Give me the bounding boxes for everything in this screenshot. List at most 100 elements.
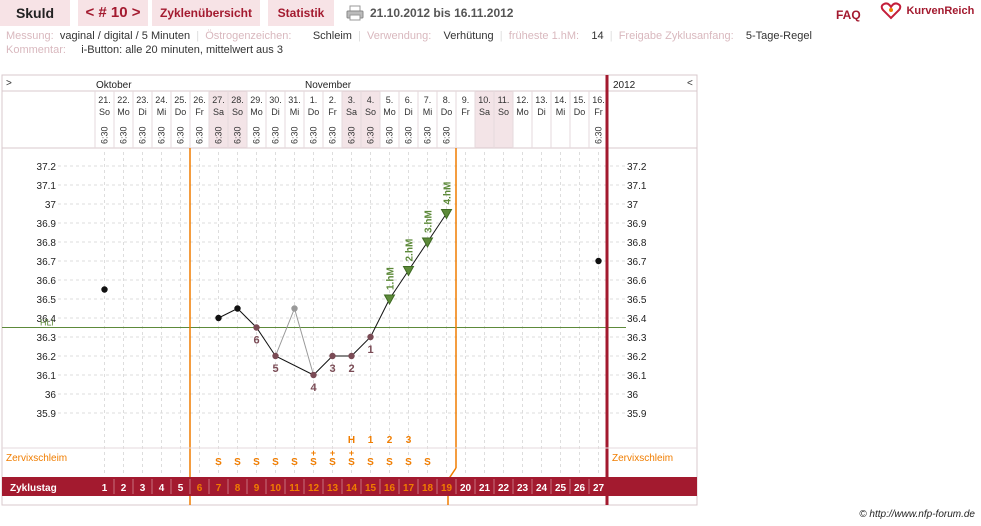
cycle-day-number: 24: [536, 483, 548, 494]
kommentar-label: Kommentar:: [6, 44, 66, 56]
y-tick-label-left: 36.3: [37, 333, 57, 344]
zervix-value: S: [272, 457, 279, 468]
y-tick-label-right: 36.9: [627, 219, 647, 230]
y-tick-label-left: 36.6: [37, 276, 57, 287]
day-weekday: Fr: [328, 107, 337, 117]
messung-value: vaginal / digital / 5 Minuten: [59, 30, 191, 42]
zervix-value: S: [348, 457, 355, 468]
freigabe-label: Freigabe Zyklusanfang:: [618, 30, 734, 42]
cycle-day-number: 13: [327, 483, 339, 494]
y-tick-label-left: 35.9: [37, 409, 57, 420]
peak-marker: 2: [387, 435, 393, 446]
day-weekday: So: [232, 107, 243, 117]
day-date: 24.: [155, 95, 168, 105]
hm-marker: [402, 266, 415, 277]
temperature-curve: [218, 213, 447, 376]
copyright: © http://www.nfp-forum.de: [859, 509, 975, 520]
day-date: 26.: [193, 95, 206, 105]
zervix-label-right: Zervixschleim: [612, 453, 673, 464]
day-date: 10.: [478, 95, 491, 105]
hm-label: 2.hM: [405, 239, 416, 262]
year-label: 2012: [613, 80, 636, 91]
temperature-point: [272, 352, 279, 360]
day-weekday: Do: [175, 107, 187, 117]
day-date: 15.: [573, 95, 586, 105]
tab-zyklenuebersicht[interactable]: Zyklenübersicht: [152, 0, 260, 26]
zervix-value: S: [310, 457, 317, 468]
weekend-shade: [228, 91, 247, 148]
day-time: 6:30: [347, 126, 357, 144]
day-weekday: So: [365, 107, 376, 117]
zervix-value: S: [215, 457, 222, 468]
day-weekday: So: [99, 107, 110, 117]
weekend-shade: [342, 91, 361, 148]
cycle-day-number: 17: [403, 483, 415, 494]
low-count-label: 4: [310, 382, 317, 394]
zervix-value: S: [424, 457, 431, 468]
faq-link[interactable]: FAQ: [836, 8, 861, 22]
y-tick-label-right: 36.5: [627, 295, 647, 306]
print-icon[interactable]: [346, 5, 364, 21]
hm-marker: [383, 294, 396, 306]
temperature-point: [329, 352, 336, 360]
cycle-nav[interactable]: < # 10 >: [78, 0, 148, 26]
day-weekday: Di: [271, 107, 280, 117]
day-weekday: Mi: [157, 107, 167, 117]
day-weekday: Mi: [423, 107, 433, 117]
day-date: 22.: [117, 95, 130, 105]
hm-label: 3.hM: [424, 210, 435, 233]
y-tick-label-right: 36.6: [627, 276, 647, 287]
cycle-day-number: 14: [346, 483, 358, 494]
cycle-day-number: 18: [422, 483, 434, 494]
kommentar-value: i-Button: alle 20 minuten, mittelwert au…: [81, 44, 283, 56]
y-tick-label-right: 36: [627, 390, 639, 401]
hm-marker: [421, 237, 434, 249]
cycle-day-number: 8: [235, 483, 241, 494]
day-weekday: Mo: [117, 107, 130, 117]
weekend-shade: [475, 91, 494, 148]
peak-marker: H: [348, 435, 355, 446]
low-count-label: 3: [329, 363, 335, 375]
day-weekday: Do: [308, 107, 320, 117]
day-time: 6:30: [594, 126, 604, 144]
y-tick-label-left: 37.2: [37, 162, 57, 173]
temperature-point: [595, 257, 602, 265]
y-tick-label-right: 37.2: [627, 162, 647, 173]
y-tick-label-left: 36.2: [37, 352, 57, 363]
hm-label: früheste 1.hM:: [508, 30, 580, 42]
day-time: 6:30: [366, 126, 376, 144]
cycle-day-number: 20: [460, 483, 472, 494]
zervix-value: S: [253, 457, 260, 468]
low-count-label: 5: [272, 363, 278, 375]
info-line-2: Kommentar: i-Button: alle 20 minuten, mi…: [6, 44, 283, 56]
temperature-point: [101, 286, 108, 293]
cycle-name: Skuld: [0, 0, 70, 26]
day-date: 12.: [516, 95, 529, 105]
day-date: 6.: [405, 95, 413, 105]
day-time: 6:30: [309, 126, 319, 144]
tab-statistik[interactable]: Statistik: [268, 0, 334, 26]
month-label: November: [305, 80, 352, 91]
day-time: 6:30: [195, 126, 205, 144]
day-date: 13.: [535, 95, 548, 105]
y-tick-label-left: 36.5: [37, 295, 57, 306]
scroll-left-arrow: >: [6, 78, 12, 89]
day-time: 6:30: [176, 126, 186, 144]
day-date: 4.: [367, 95, 375, 105]
day-date: 16.: [592, 95, 605, 105]
kurvenreich-logo[interactable]: KurvenReich: [880, 2, 974, 22]
zyklustag-label: Zyklustag: [10, 483, 57, 494]
verwendung-value: Verhütung: [443, 30, 494, 42]
hl-label: HLi: [40, 318, 54, 328]
y-tick-label-left: 37: [45, 200, 57, 211]
day-time: 6:30: [442, 126, 452, 144]
cycle-day-number: 21: [479, 483, 491, 494]
cycle-day-number: 27: [593, 483, 605, 494]
day-time: 6:30: [328, 126, 338, 144]
cycle-day-number: 23: [517, 483, 529, 494]
cycle-day-number: 25: [555, 483, 567, 494]
y-tick-label-right: 36.1: [627, 371, 647, 382]
y-tick-label-right: 36.2: [627, 352, 647, 363]
day-time: 6:30: [157, 126, 167, 144]
